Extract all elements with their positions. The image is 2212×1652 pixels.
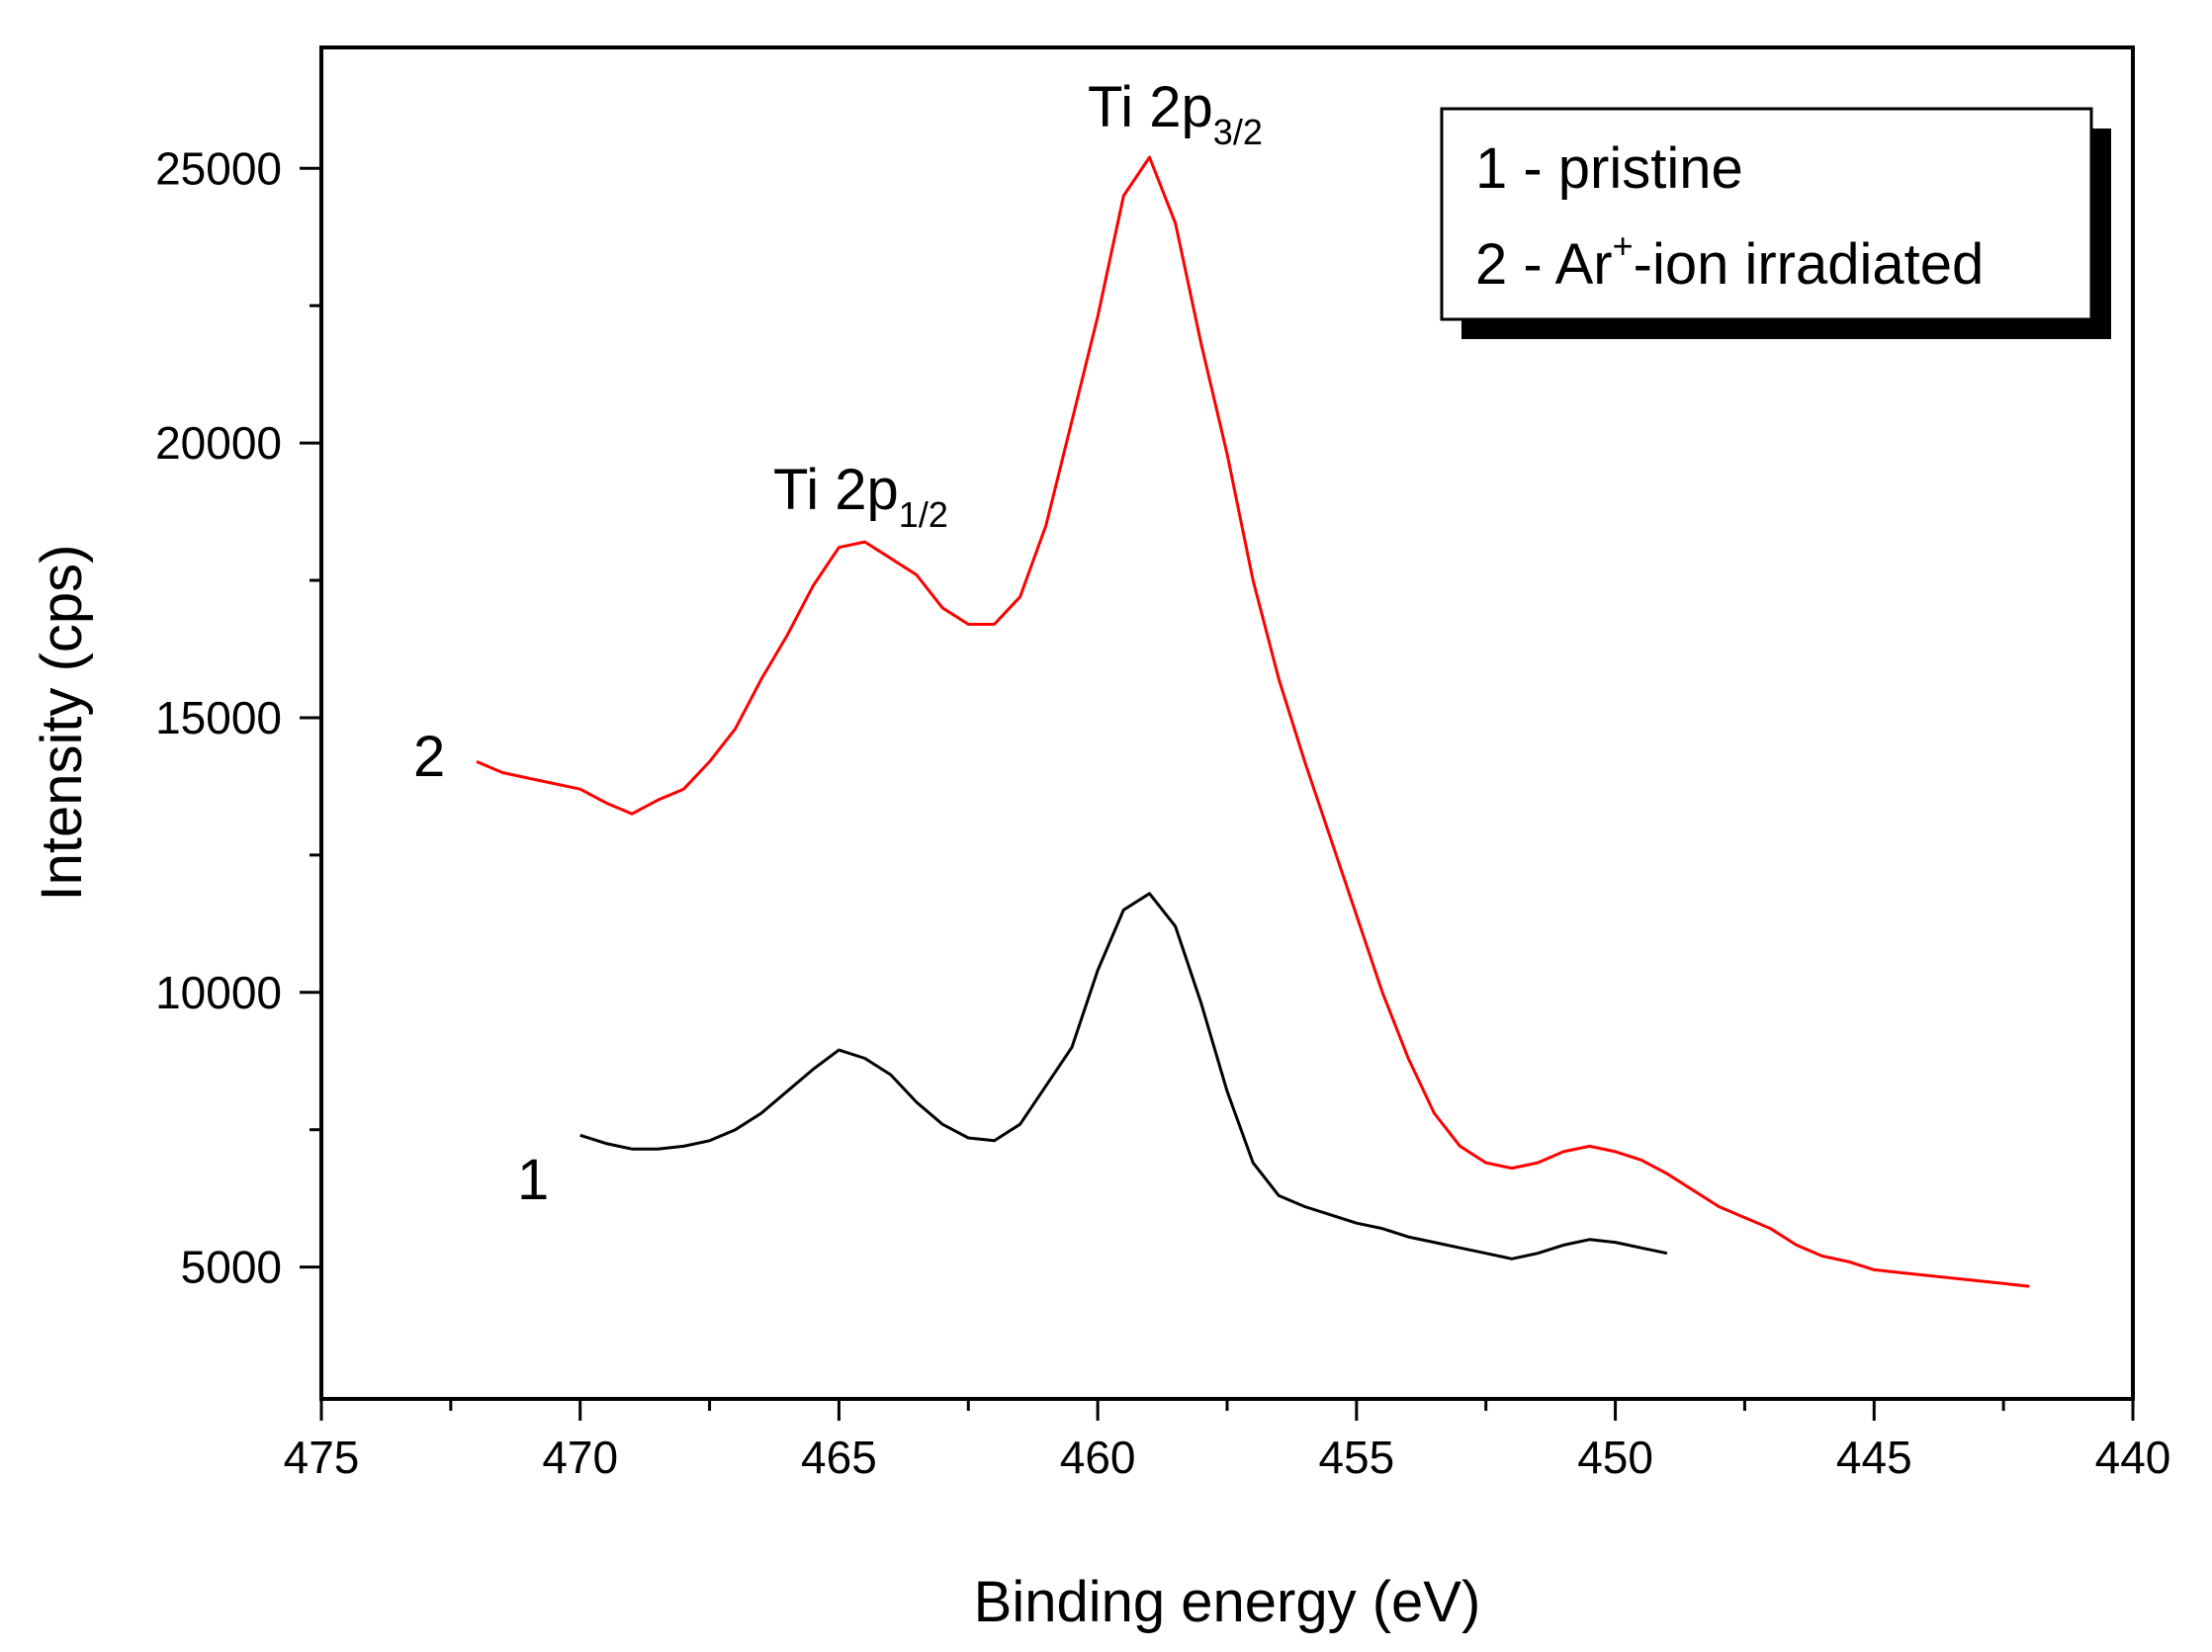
peak-3-2-main: Ti 2p	[1088, 75, 1213, 139]
legend-box	[1440, 107, 2093, 321]
legend: 1 - pristine 2 - Ar+-ion irradiated	[1440, 107, 2111, 339]
x-axis-label: Binding energy (eV)	[974, 1570, 1481, 1634]
x-tick-label: 455	[1318, 1432, 1394, 1483]
x-axis-ticks: 475 470 465 460 455 450 445 440	[284, 1399, 2171, 1483]
legend-entry-2: 2 - Ar+-ion irradiated	[1475, 225, 1984, 297]
peak-3-2-sub: 3/2	[1213, 112, 1263, 152]
x-tick-label: 465	[801, 1432, 877, 1483]
series-layer	[476, 155, 2030, 1288]
y-tick-label: 20000	[155, 417, 282, 469]
y-tick-label: 15000	[155, 692, 282, 743]
curve-label-1: 1	[517, 1148, 549, 1212]
peak-1-2-main: Ti 2p	[773, 458, 899, 522]
series-line-1	[579, 892, 1668, 1261]
legend-entry-2-pre: 2 - Ar	[1475, 232, 1613, 297]
x-tick-label: 450	[1577, 1432, 1653, 1483]
y-tick-label: 10000	[155, 967, 282, 1018]
series-line-2	[476, 155, 2030, 1288]
legend-entry-2-sup: +	[1613, 225, 1634, 266]
x-tick-label: 470	[542, 1432, 618, 1483]
legend-entry-2-post: -ion irradiated	[1634, 232, 1985, 297]
y-axis-label: Intensity (cps)	[30, 545, 94, 902]
y-axis-ticks: 5000 10000 15000 20000 25000	[155, 142, 321, 1293]
peak-1-2-sub: 1/2	[899, 494, 948, 535]
peak-annotation-ti-2p-1-2: Ti 2p1/2	[773, 458, 948, 535]
y-tick-label: 5000	[181, 1242, 282, 1293]
x-tick-label: 475	[284, 1432, 360, 1483]
peak-annotation-ti-2p-3-2: Ti 2p3/2	[1088, 75, 1263, 152]
legend-entry-1: 1 - pristine	[1475, 136, 1743, 201]
y-tick-label: 25000	[155, 142, 282, 194]
x-tick-label: 440	[2095, 1432, 2171, 1483]
curve-label-2: 2	[413, 725, 445, 789]
x-tick-label: 460	[1060, 1432, 1136, 1483]
x-tick-label: 445	[1836, 1432, 1912, 1483]
